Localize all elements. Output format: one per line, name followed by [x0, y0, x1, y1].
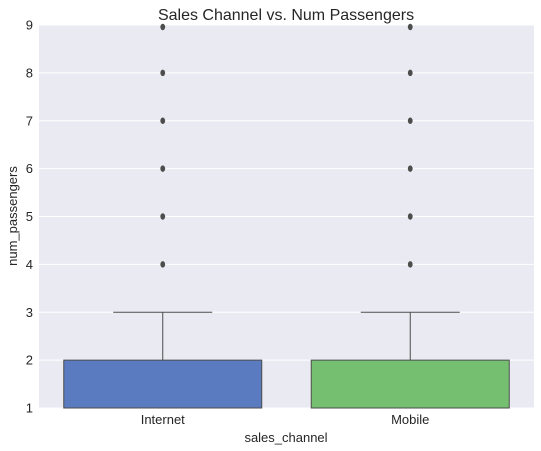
x-tick-label: Mobile	[391, 412, 429, 427]
y-tick-label: 2	[26, 353, 33, 368]
box-body	[311, 360, 509, 408]
x-ticks: Internet Mobile	[141, 412, 430, 427]
y-tick-label: 7	[26, 113, 33, 128]
y-ticks: 1 2 3 4 5 6 7 8 9	[26, 18, 33, 416]
outlier-point	[160, 70, 165, 76]
y-tick-label: 5	[26, 209, 33, 224]
outlier-point	[408, 118, 413, 124]
box-body	[64, 360, 262, 408]
y-tick-label: 1	[26, 401, 33, 416]
outlier-point	[160, 24, 165, 30]
y-tick-label: 4	[26, 257, 33, 272]
chart-title: Sales Channel vs. Num Passengers	[158, 7, 414, 24]
x-tick-label: Internet	[141, 412, 185, 427]
outlier-point	[160, 165, 165, 171]
outlier-point	[160, 118, 165, 124]
outlier-point	[408, 213, 413, 219]
outlier-point	[408, 24, 413, 30]
y-tick-label: 6	[26, 161, 33, 176]
x-axis-label: sales_channel	[244, 430, 327, 445]
outlier-point	[408, 70, 413, 76]
y-tick-label: 9	[26, 18, 33, 33]
y-axis-label: num_passengers	[5, 166, 20, 266]
y-tick-label: 3	[26, 305, 33, 320]
y-tick-label: 8	[26, 65, 33, 80]
outlier-point	[160, 213, 165, 219]
outlier-point	[160, 261, 165, 267]
outlier-point	[408, 261, 413, 267]
outlier-point	[408, 165, 413, 171]
